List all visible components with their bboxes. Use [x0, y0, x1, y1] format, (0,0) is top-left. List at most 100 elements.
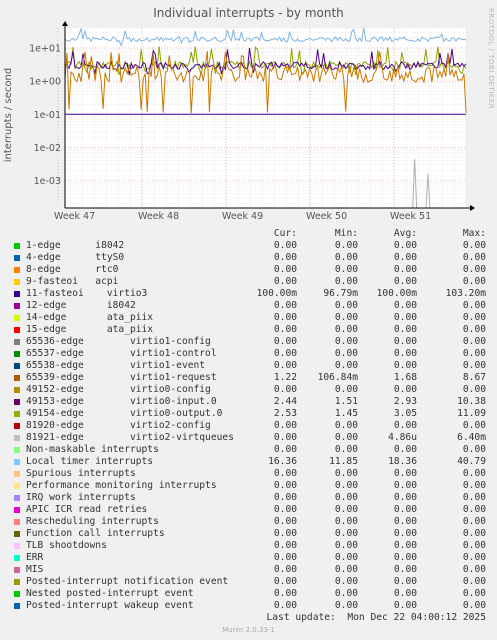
legend-swatch	[14, 291, 20, 297]
legend-max-value: 0.00	[462, 252, 486, 263]
legend-label: Non-maskable interrupts	[26, 444, 159, 455]
legend-cur-value: 2.44	[273, 396, 297, 407]
legend-max-value: 0.00	[462, 348, 486, 359]
legend-avg-value: 0.00	[393, 312, 417, 323]
legend-row: Nested posted-interrupt event 0.00 0.00 0.0…	[0, 588, 497, 600]
legend-cur-value: 16.36	[268, 456, 297, 467]
legend-row: 65538-edge virtio1-event 0.00 0.00 0.00 0.00	[0, 360, 497, 372]
legend-cur-value: 0.00	[273, 264, 297, 275]
legend-label: MIS	[26, 564, 44, 575]
legend-label: APIC ICR read retries	[26, 504, 148, 515]
legend-max-value: 0.00	[462, 384, 486, 395]
legend-label: 8-edge rtc0	[26, 264, 119, 275]
legend-swatch	[14, 519, 20, 525]
legend-cur-value: 0.00	[273, 312, 297, 323]
header-avg: Avg:	[393, 228, 417, 239]
legend-max-value: 0.00	[462, 528, 486, 539]
axes	[62, 21, 475, 211]
legend-avg-value: 0.00	[393, 516, 417, 527]
legend-row: Non-maskable interrupts 0.00 0.00 0.00 0.00	[0, 444, 497, 456]
legend-min-value: 0.00	[334, 432, 358, 443]
legend-label: Rescheduling interrupts	[26, 516, 159, 527]
legend-cur-value: 0.00	[273, 540, 297, 551]
legend-min-value: 0.00	[334, 312, 358, 323]
legend-label: 65538-edge virtio1-event	[26, 360, 206, 371]
legend-row: Function call interrupts 0.00 0.00 0.00 0.00	[0, 528, 497, 540]
legend-avg-value: 0.00	[393, 264, 417, 275]
legend-avg-value: 0.00	[393, 276, 417, 287]
legend-cur-value: 1.22	[273, 372, 297, 383]
legend-label: 1-edge i8042	[26, 240, 125, 251]
legend-swatch	[14, 483, 20, 489]
legend-avg-value: 0.00	[393, 324, 417, 335]
legend-row: 49152-edge virtio0-config 0.00 0.00 0.00 0.0…	[0, 384, 497, 396]
legend-row: 49153-edge virtio0-input.0 2.44 1.51 2.93 10…	[0, 396, 497, 408]
x-axis-arrow	[470, 205, 475, 211]
legend-cur-value: 0.00	[273, 240, 297, 251]
legend-row: TLB shootdowns 0.00 0.00 0.00 0.00	[0, 540, 497, 552]
legend-max-value: 0.00	[462, 516, 486, 527]
legend-avg-value: 0.00	[393, 504, 417, 515]
legend-min-value: 0.00	[334, 384, 358, 395]
legend-swatch	[14, 423, 20, 429]
legend-avg-value: 4.86u	[388, 432, 417, 443]
legend-swatch	[14, 243, 20, 249]
legend-min-value: 0.00	[334, 240, 358, 251]
legend-row: Local timer interrupts 16.36 11.85 18.36 40.…	[0, 456, 497, 468]
chart-plot: 1e+01 1e+00 1e-01 1e-02 1e-03 Week 47 Week 48…	[29, 21, 475, 222]
legend-avg-value: 0.00	[393, 360, 417, 371]
legend-row: Posted-interrupt wakeup event 0.00 0.00 0.0…	[0, 600, 497, 612]
legend-cur-value: 0.00	[273, 576, 297, 587]
legend-max-value: 10.38	[457, 396, 486, 407]
legend-row: 65537-edge virtio1-control 0.00 0.00 0.00 0.…	[0, 348, 497, 360]
legend-min-value: 0.00	[334, 252, 358, 263]
legend-min-value: 0.00	[334, 504, 358, 515]
legend-avg-value: 0.00	[393, 420, 417, 431]
legend-label: 15-edge ata_piix	[26, 324, 154, 335]
legend-max-value: 6.40m	[457, 432, 486, 443]
legend-swatch	[14, 567, 20, 573]
y-ticks: 1e+01 1e+00 1e-01 1e-02 1e-03	[29, 43, 61, 187]
legend-label: 4-edge ttyS0	[26, 252, 125, 263]
y-axis-arrow	[62, 21, 68, 26]
legend-min-value: 0.00	[334, 264, 358, 275]
x-ticks: Week 47 Week 48 Week 49 Week 50 Week 51	[54, 211, 431, 222]
legend-avg-value: 0.00	[393, 588, 417, 599]
legend-min-value: 0.00	[334, 324, 358, 335]
legend-cur-value: 0.00	[273, 336, 297, 347]
legend-avg-value: 3.05	[393, 408, 417, 419]
legend-max-value: 0.00	[462, 264, 486, 275]
legend-min-value: 1.45	[334, 408, 358, 419]
legend-avg-value: 1.68	[393, 372, 417, 383]
legend-min-value: 0.00	[334, 420, 358, 431]
legend-row: 65539-edge virtio1-request 1.22 106.84m 1.6…	[0, 372, 497, 384]
legend-label: 81921-edge virtio2-virtqueues	[26, 432, 234, 443]
legend-row: 81920-edge virtio2-config 0.00 0.00 0.00 0.0…	[0, 420, 497, 432]
legend-label: 65539-edge virtio1-request	[26, 372, 217, 383]
legend-label: Posted-interrupt wakeup event	[26, 600, 194, 611]
legend-swatch	[14, 375, 20, 381]
legend-swatch	[14, 579, 20, 585]
legend-avg-value: 0.00	[393, 480, 417, 491]
legend-label: 49152-edge virtio0-config	[26, 384, 211, 395]
legend-row: Performance monitoring interrupts 0.00 0.0…	[0, 480, 497, 492]
legend-label: Posted-interrupt notification event	[26, 576, 229, 587]
legend-row: 11-fasteoi virtio3 100.00m 96.79m 100.00m 10…	[0, 288, 497, 300]
legend-row: IRQ work interrupts 0.00 0.00 0.00 0.00	[0, 492, 497, 504]
legend-min-value: 0.00	[334, 276, 358, 287]
legend-row: Posted-interrupt notification event 0.00 0…	[0, 576, 497, 588]
legend-cur-value: 0.00	[273, 384, 297, 395]
legend-swatch	[14, 543, 20, 549]
legend-cur-value: 0.00	[273, 420, 297, 431]
legend-min-value: 0.00	[334, 480, 358, 491]
legend-cur-value: 0.00	[273, 324, 297, 335]
legend-max-value: 0.00	[462, 504, 486, 515]
legend-label: 12-edge i8042	[26, 300, 136, 311]
legend-swatch	[14, 279, 20, 285]
legend-row: 14-edge ata_piix 0.00 0.00 0.00 0.00	[0, 312, 497, 324]
legend-max-value: 0.00	[462, 276, 486, 287]
legend-max-value: 0.00	[462, 576, 486, 587]
legend-max-value: 8.67	[462, 372, 486, 383]
x-tick-label: Week 47	[54, 211, 95, 222]
y-tick-label: 1e+00	[29, 77, 61, 88]
